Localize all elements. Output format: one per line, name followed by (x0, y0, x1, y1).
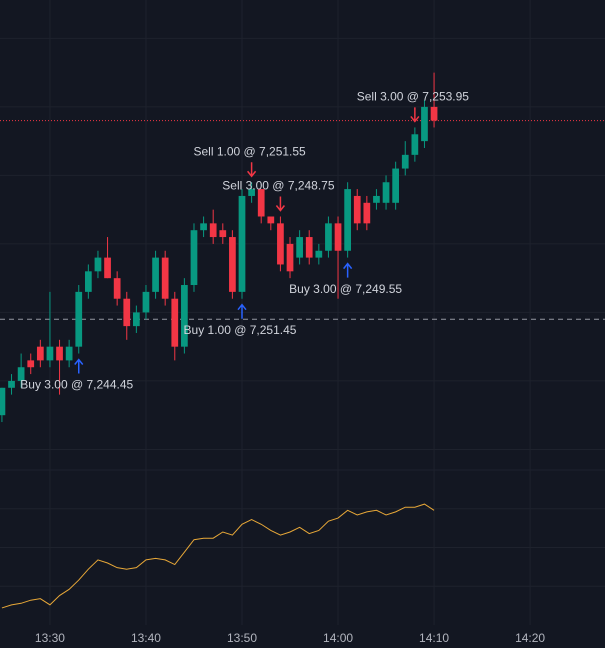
candle-body (392, 168, 400, 203)
candle-body (65, 346, 73, 361)
candle-body (75, 291, 83, 347)
candle-body (257, 189, 265, 217)
candle-body (104, 257, 111, 279)
x-tick-label: 14:10 (419, 631, 449, 645)
candle-body (373, 195, 380, 203)
candle-body (421, 106, 428, 142)
candle-body (84, 271, 92, 292)
candle-body (161, 257, 169, 299)
candle-body (94, 257, 102, 272)
candle-body (200, 223, 207, 231)
candle-body (56, 346, 63, 361)
candle-body (181, 285, 188, 347)
buy-arrow (74, 358, 84, 374)
candle-body (411, 134, 419, 155)
candle-body (17, 367, 25, 381)
candle-body (325, 223, 332, 251)
candle-body (229, 237, 236, 292)
candle-body (123, 298, 131, 327)
sell-arrow (275, 196, 285, 212)
candle-body (113, 278, 121, 299)
candle-body (36, 346, 44, 361)
candle-body (382, 182, 390, 203)
candle-body (190, 230, 198, 286)
indicator-line (1, 503, 435, 609)
candle-body (46, 346, 54, 361)
candle-body (286, 243, 294, 272)
candle-body (267, 216, 275, 224)
candle-body (133, 312, 140, 327)
buy-arrow (237, 303, 247, 319)
candle-body (315, 250, 323, 258)
candle-body (27, 360, 35, 368)
candle-body (296, 237, 303, 258)
x-tick-label: 13:40 (131, 631, 161, 645)
candle-body (171, 298, 179, 347)
candle-body (248, 189, 255, 196)
trade-label: Sell 1.00 @ 7,251.55 (193, 144, 306, 158)
x-tick-label: 14:00 (323, 631, 353, 645)
sell-arrow (410, 107, 420, 123)
candle-body (401, 154, 409, 169)
sell-arrow (247, 162, 257, 178)
x-tick-label: 13:50 (227, 631, 257, 645)
candle-body (334, 223, 342, 251)
candle-body (209, 223, 217, 238)
candle-body (142, 291, 150, 313)
candle-body (363, 202, 371, 224)
candle-body (8, 380, 15, 388)
candle-body (305, 237, 313, 258)
trade-label: Buy 3.00 @ 7,249.55 (289, 282, 402, 296)
candle-body (238, 195, 246, 292)
trade-label: Sell 3.00 @ 7,253.95 (357, 90, 470, 104)
candle-body (0, 387, 6, 416)
trade-label: Buy 3.00 @ 7,244.45 (20, 378, 133, 392)
x-tick-label: 13:30 (35, 631, 65, 645)
x-tick-label: 14:20 (515, 631, 545, 645)
candle-body (344, 189, 351, 251)
candle-body (277, 223, 284, 265)
candle-body (430, 106, 438, 121)
trade-label: Buy 1.00 @ 7,251.45 (184, 323, 297, 337)
buy-arrow (343, 262, 353, 278)
candle-body (219, 230, 227, 238)
candle-body (353, 195, 361, 224)
candle-body (152, 257, 159, 292)
trade-label: Sell 3.00 @ 7,248.75 (222, 179, 335, 193)
